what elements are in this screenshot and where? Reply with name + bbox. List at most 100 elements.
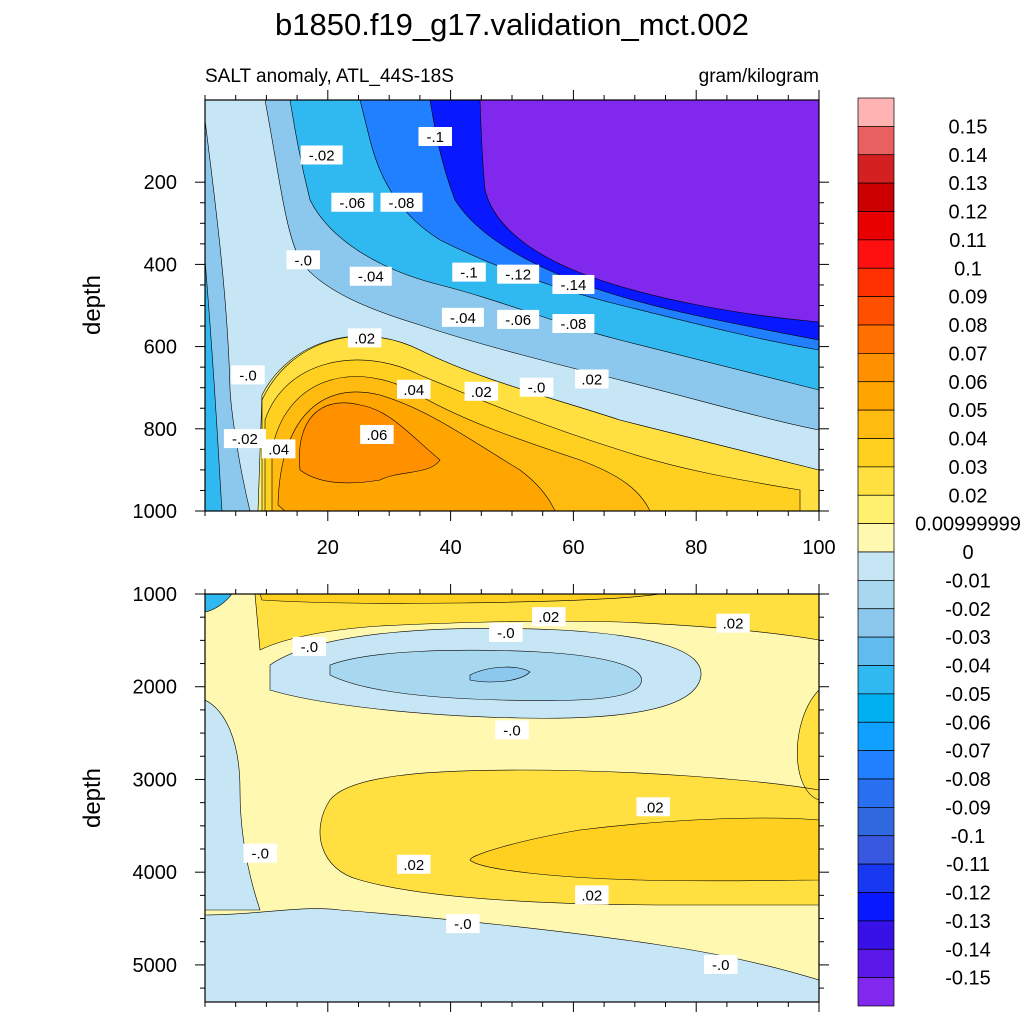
- x-tick-label: 80: [685, 537, 707, 559]
- contour-label: -.12: [497, 264, 540, 284]
- colorbar-swatch: [857, 778, 895, 808]
- contour-label: .02: [636, 797, 670, 817]
- colorbar-swatch: [857, 665, 895, 695]
- contour-label-text: .02: [471, 384, 492, 401]
- colorbar-label: -0.05: [945, 684, 991, 706]
- lower-fill-top-band-deep: [259, 594, 661, 604]
- colorbar-label: 0.05: [949, 400, 988, 422]
- contour-label-text: -.0: [503, 722, 521, 739]
- lower-contour-labels: .02 .02 -.0 -.0 -.0 .02 -.0 .02 .02 -.0 -.0: [243, 607, 750, 974]
- contour-label-bg: [446, 914, 480, 934]
- colorbar-label: 0.12: [949, 202, 988, 224]
- colorbar-label: -0.14: [945, 939, 991, 961]
- colorbar-swatch: [857, 892, 895, 922]
- colorbar-swatch: [857, 977, 895, 1007]
- contour-label: .02: [575, 369, 609, 389]
- colorbar-label: -0.09: [945, 797, 991, 819]
- contour-label: -.1: [452, 262, 486, 282]
- colorbar-swatch: [857, 636, 895, 666]
- contour-label-text: -.06: [505, 312, 531, 329]
- contour-label: .02: [397, 854, 431, 874]
- y-tick-label: 200: [144, 172, 177, 194]
- colorbar-swatch: [857, 126, 895, 156]
- contour-label-bg: [243, 843, 278, 863]
- colorbar-label: 0.1: [954, 258, 982, 280]
- contour-label-bg: [223, 429, 266, 449]
- lower-panel: 1000 2000 3000 4000 5000 .02 .02 -.0 -.0 -.0 .02 -…: [79, 584, 829, 1012]
- contour-label-bg: [519, 377, 554, 397]
- contour-label-text: -.14: [560, 277, 586, 294]
- contour-label: -.0: [489, 622, 523, 642]
- colorbar-label: 0.02: [949, 485, 988, 507]
- contour-label-text: .02: [581, 887, 602, 904]
- contour-label-bg: [452, 262, 486, 282]
- colorbar-label: -0.1: [951, 826, 985, 848]
- colorbar-swatch: [857, 580, 895, 610]
- colorbar-swatch: [857, 948, 895, 978]
- contour-label: -.0: [292, 636, 327, 656]
- contour-label-bg: [397, 379, 431, 399]
- colorbar-label: 0.08: [949, 315, 988, 337]
- x-tick-label: 100: [802, 537, 835, 559]
- colorbar-swatch: [857, 721, 895, 751]
- colorbar-label: 0.07: [949, 343, 988, 365]
- chart-subtitle-left: SALT anomaly, ATL_44S-18S: [205, 66, 454, 87]
- contour-label-bg: [418, 126, 452, 146]
- colorbar-label: -0.15: [945, 968, 991, 990]
- contour-label: -.0: [446, 914, 480, 934]
- contour-label-text: -.08: [560, 316, 586, 333]
- contour-label: .02: [716, 613, 750, 633]
- contour-label-bg: [347, 328, 382, 348]
- contour-label-bg: [286, 250, 320, 270]
- contour-label-text: .02: [538, 609, 559, 626]
- contour-label-bg: [331, 192, 374, 212]
- colorbar-label: 0.13: [949, 173, 988, 195]
- colorbar-swatch: [857, 494, 895, 524]
- colorbar-label: 0.09: [949, 287, 988, 309]
- contour-label: -.0: [286, 250, 320, 269]
- colorbar-swatch: [857, 608, 895, 638]
- contour-label: -.1: [418, 126, 452, 146]
- colorbar-label: -0.03: [945, 627, 991, 649]
- lower-contour-fill: [205, 594, 819, 1002]
- contour-label: -.0: [495, 720, 529, 740]
- contour-label: -.0: [704, 954, 738, 974]
- colorbar-label: -0.01: [945, 570, 991, 592]
- contour-label: .02: [575, 885, 609, 905]
- x-tick-label: 20: [317, 537, 339, 559]
- contour-label: -.06: [331, 192, 374, 212]
- contour-label: -.0: [243, 843, 278, 863]
- colorbar-label: -0.06: [945, 712, 991, 734]
- contour-label-text: -.06: [339, 195, 365, 212]
- contour-label-text: .02: [403, 857, 424, 874]
- contour-label-bg: [441, 307, 484, 327]
- contour-label-text: .04: [268, 441, 289, 458]
- colorbar-swatch: [857, 296, 895, 326]
- upper-contour-fill: [205, 100, 819, 511]
- colorbar-swatch: [857, 863, 895, 893]
- contour-label-text: .02: [581, 371, 602, 388]
- contour-label-bg: [497, 309, 540, 329]
- contour-label-bg: [636, 797, 670, 817]
- contour-label-bg: [360, 424, 394, 444]
- colorbar-swatch: [857, 750, 895, 780]
- contour-label-text: -.04: [450, 310, 476, 327]
- contour-label: .04: [397, 379, 431, 399]
- contour-label-text: -.0: [301, 639, 319, 656]
- contour-label: -.14: [552, 274, 595, 294]
- colorbar-label: 0.15: [949, 116, 988, 138]
- colorbar-label: -0.13: [945, 911, 991, 933]
- contour-label-bg: [575, 885, 609, 905]
- contour-label-text: .02: [354, 330, 375, 347]
- upper-fill-purple: [479, 100, 819, 323]
- upper-contour-labels: -.1 -.02 -.06 -.08 -.0 -.04 -.1 -.12 -.14 -.04 -.0…: [223, 126, 609, 459]
- colorbar-swatch: [857, 920, 895, 950]
- y-tick-label: 1000: [133, 584, 178, 606]
- contour-label: -.02: [223, 429, 266, 449]
- colorbar-label: -0.12: [945, 883, 991, 905]
- contour-label: -.08: [380, 192, 423, 212]
- contour-label-bg: [261, 439, 296, 459]
- contour-label: -.0: [519, 377, 554, 397]
- contour-label-text: -.1: [460, 265, 478, 282]
